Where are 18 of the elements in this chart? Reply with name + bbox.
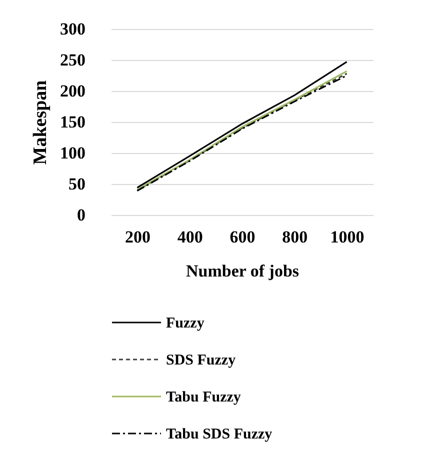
y-tick-label: 300 [60,20,86,38]
legend-label: Fuzzy [166,316,205,332]
x-tick-label: 400 [177,228,203,246]
y-tick-label: 0 [77,206,86,224]
x-axis-title: Number of jobs [186,262,300,280]
legend-label: Tabu SDS Fuzzy [166,426,273,442]
x-tick-label: 800 [282,228,308,246]
y-tick-label: 200 [60,82,86,100]
y-tick-label: 250 [60,50,86,70]
y-tick-label: 150 [60,112,86,132]
y-axis-title: Makespan [30,80,51,165]
legend-label: Tabu Fuzzy [166,390,242,406]
x-tick-label: 200 [124,228,150,246]
legend-label: SDS Fuzzy [166,352,236,368]
y-tick-label: 100 [60,144,86,162]
x-tick-label: 1000 [330,228,364,246]
y-tick-label: 50 [68,174,86,194]
x-tick-label: 600 [230,228,256,246]
